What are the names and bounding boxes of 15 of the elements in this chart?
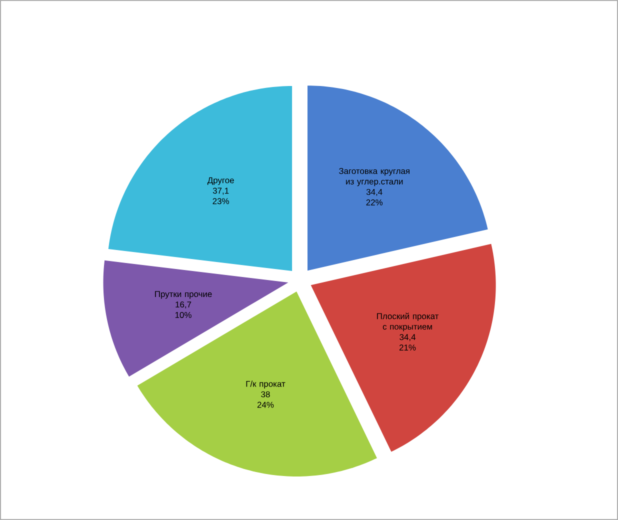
text: 24% (257, 402, 274, 408)
text: 10% (175, 312, 192, 318)
text: 22% (366, 199, 383, 206)
data-label: 34,4 (400, 334, 416, 342)
text: 21% (399, 344, 416, 351)
data-label: 38 (261, 391, 270, 398)
data-label: 34,4 (366, 188, 382, 196)
data-label: 37,1 (212, 188, 229, 195)
slice-label: Другое (207, 177, 234, 185)
slice-label: Заготовка круглая из углер.стали (338, 168, 410, 186)
text: 23% (212, 198, 230, 204)
data-label: 16,7 (176, 302, 192, 308)
slice-label: Прутки прочие (155, 291, 212, 299)
slice-label: Плоский прокат с покрытием (377, 312, 439, 332)
slice-label: Г/к прокат (246, 380, 286, 389)
